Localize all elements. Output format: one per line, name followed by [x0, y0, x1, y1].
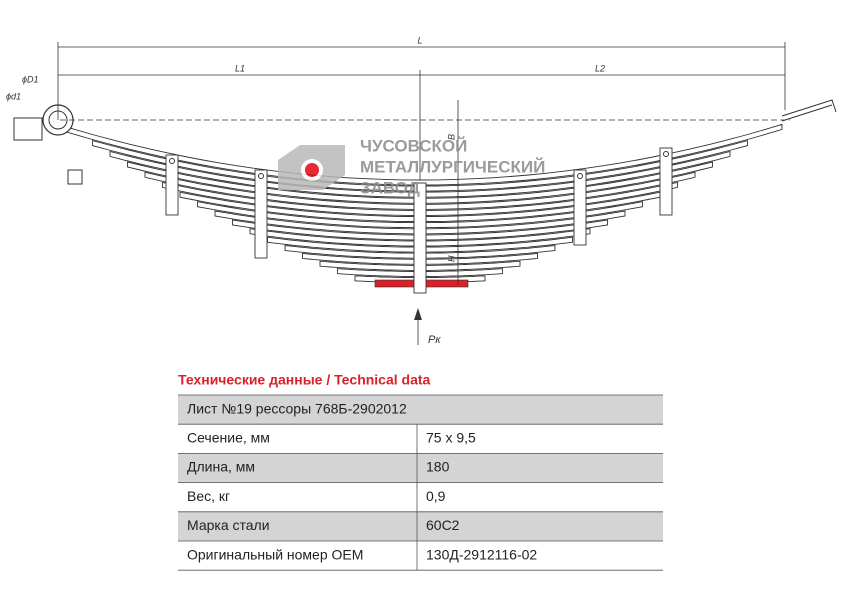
table-header: Лист №19 рессоры 768Б-2902012: [187, 400, 407, 416]
dim-label: L1: [235, 63, 245, 73]
clamp: [573, 169, 587, 246]
bracket: [13, 117, 43, 141]
table: Лист №19 рессоры 768Б-2902012 Сечение, мм…: [178, 394, 663, 571]
leaf: [162, 181, 678, 216]
leaf: [249, 228, 591, 247]
dim-label: L2: [595, 63, 605, 73]
table-cell: 180: [426, 459, 450, 475]
leaf: [144, 171, 696, 210]
dim-label: ϕd1: [6, 91, 21, 101]
table-row: [178, 541, 663, 571]
table-cell: 130Д-2912116-02: [426, 546, 537, 562]
leaf-end: [781, 99, 837, 122]
table-row: [178, 511, 663, 541]
table-row: [178, 424, 663, 454]
dim-label: B: [446, 134, 456, 140]
table-cell: 0,9: [426, 488, 446, 504]
dim-label: H: [446, 255, 456, 262]
leaf: [197, 201, 643, 229]
leaf: [284, 245, 556, 259]
clamp-bolt: [577, 173, 583, 179]
table-cell: Оригинальный номер OEM: [187, 546, 363, 562]
leaf: [232, 219, 608, 241]
clamp: [659, 147, 673, 216]
table-cell: Марка стали: [187, 517, 270, 533]
table-row: [178, 395, 663, 425]
leaf: [267, 236, 573, 253]
table-cell: 75 x 9,5: [426, 430, 476, 446]
table-cell: Длина, мм: [187, 459, 255, 475]
clamp: [254, 169, 268, 259]
dim-label: L: [417, 35, 422, 45]
dimensions: [57, 42, 790, 345]
logo: ЧУСОВСКОЙ МЕТАЛЛУРГИЧЕСКИЙ ЗАВОД: [278, 136, 545, 197]
leaf: [302, 252, 538, 265]
logo-text: ЧУСОВСКОЙ: [360, 136, 467, 155]
table-cell: Вес, кг: [187, 488, 230, 504]
clamp: [413, 182, 427, 294]
table-cell: Сечение, мм: [187, 430, 270, 446]
clamp: [165, 154, 179, 216]
dim-label: Pк: [428, 334, 441, 346]
dim-label: ϕD1: [22, 74, 39, 84]
clamp-bolt: [663, 151, 669, 157]
spring-drawing: [13, 99, 837, 294]
clamp-bolt: [258, 173, 264, 179]
table-cell: 60С2: [426, 517, 460, 533]
logo-text: МЕТАЛЛУРГИЧЕСКИЙ: [360, 157, 545, 176]
table-title: Технические данные / Technical data: [178, 372, 431, 388]
table-row: [178, 482, 663, 512]
bolt: [67, 169, 83, 185]
logo-text: ЗАВОД: [360, 178, 420, 197]
clamp-bolt: [169, 158, 175, 164]
leaf: [214, 210, 626, 235]
table-row: [178, 453, 663, 483]
leaf: [127, 161, 713, 204]
